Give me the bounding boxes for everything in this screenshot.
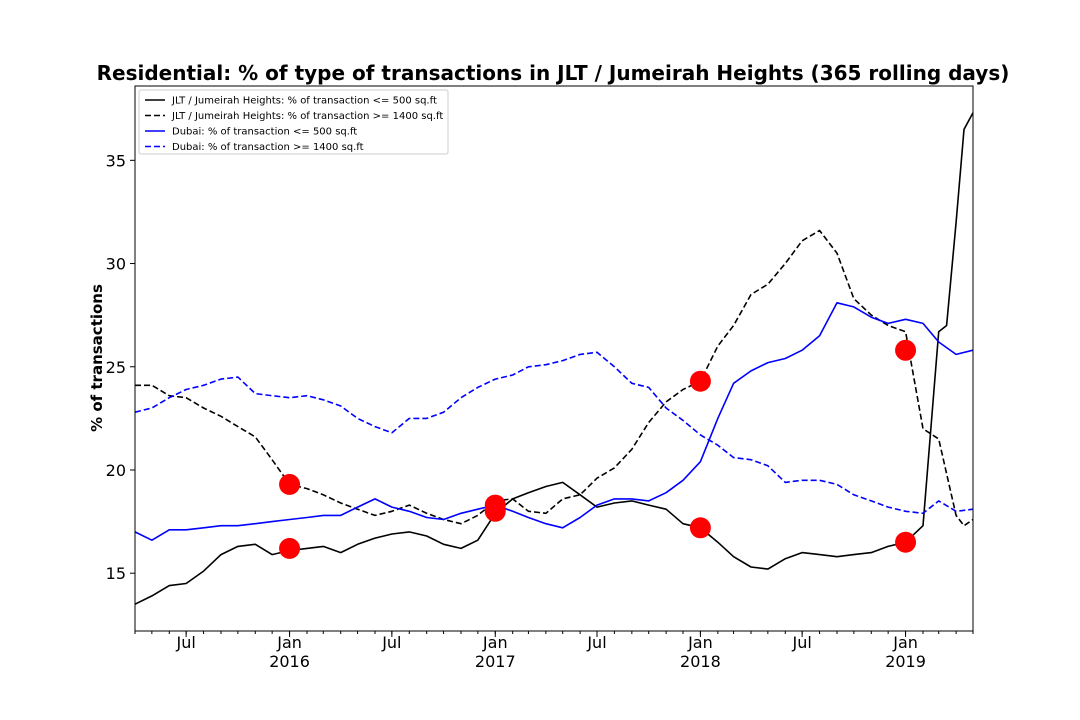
axes-frame (134, 85, 974, 632)
series-line-4 (134, 351, 974, 515)
x-tick-label: Jul (175, 633, 195, 652)
x-tick-label: Jan (892, 633, 918, 652)
series-line-2 (135, 229, 974, 527)
marker-point-2 (279, 537, 301, 559)
legend-label-4: Dubai: % of transaction >= 1400 sq.ft (172, 142, 364, 153)
x-tick-label: Jul (381, 633, 401, 652)
y-tick-label: 35 (106, 151, 126, 170)
y-tick-label: 30 (106, 255, 126, 274)
marker-point-4 (484, 500, 506, 522)
x-tick-label: Jul (586, 633, 606, 652)
highlight-markers (279, 339, 917, 559)
chart-title: Residential: % of type of transactions i… (97, 61, 1010, 85)
x-tick-label: Jan (276, 633, 302, 652)
x-tick-year-label: 2016 (269, 652, 310, 671)
series-line-1 (134, 112, 974, 605)
y-tick-label: 15 (106, 564, 126, 583)
marker-point-7 (895, 339, 917, 361)
x-tick-year-label: 2019 (885, 652, 926, 671)
marker-point-5 (689, 370, 711, 392)
x-tick-label: Jul (791, 633, 811, 652)
x-tick-label: Jan (482, 633, 508, 652)
plot-lines (134, 112, 974, 605)
x-tick-label: Jan (687, 633, 713, 652)
legend-box (138, 89, 449, 155)
series-line-3 (134, 302, 974, 541)
x-tick-year-label: 2017 (475, 652, 516, 671)
legend-label-1: JLT / Jumeirah Heights: % of transaction… (171, 96, 437, 107)
y-tick-label: 25 (106, 358, 126, 377)
x-tick-year-label: 2018 (680, 652, 721, 671)
y-axis: 15 20 25 30 35 (106, 151, 135, 583)
marker-point-8 (895, 531, 917, 553)
legend-label-3: Dubai: % of transaction <= 500 sq.ft (172, 127, 357, 138)
marker-point-6 (689, 517, 711, 539)
legend-label-2: JLT / Jumeirah Heights: % of transaction… (171, 111, 443, 122)
y-tick-label: 20 (106, 461, 126, 480)
legend: JLT / Jumeirah Heights: % of transaction… (138, 89, 449, 155)
y-axis-label: % of transactions (88, 284, 106, 432)
marker-point-1 (279, 473, 301, 495)
